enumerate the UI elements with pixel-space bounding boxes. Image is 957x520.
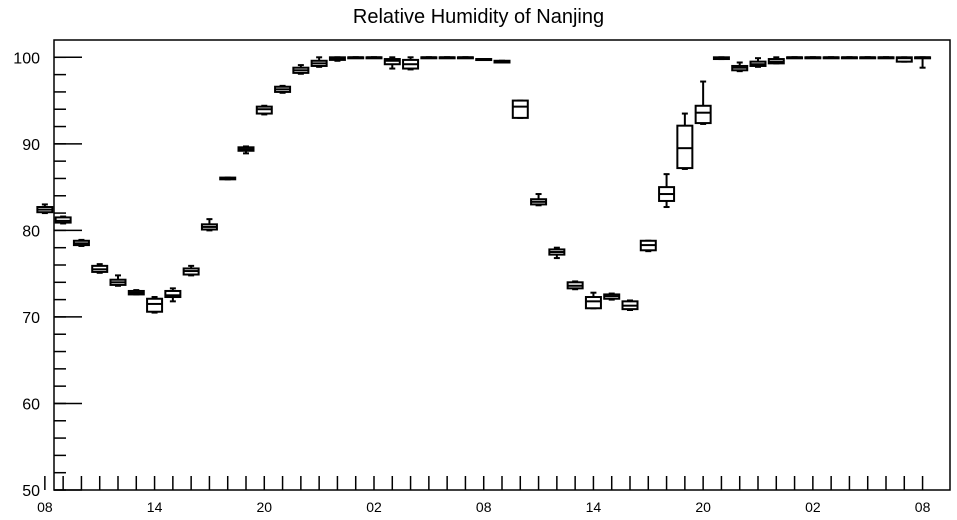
y-tick-label: 90	[22, 137, 40, 154]
box-item	[822, 56, 840, 60]
box-item	[804, 56, 822, 60]
chart-title: Relative Humidity of Nanjing	[352, 6, 605, 28]
x-tick-label: 14	[586, 499, 602, 515]
box-item	[292, 64, 310, 75]
box-item	[676, 112, 694, 170]
x-tick-label: 20	[695, 499, 711, 515]
box-item	[109, 274, 127, 287]
box-body	[694, 104, 712, 125]
box-series	[36, 56, 932, 314]
y-tick-label: 60	[22, 396, 40, 413]
box-body	[164, 289, 182, 299]
box-item	[91, 263, 109, 274]
box-item	[383, 56, 401, 70]
y-tick-label: 70	[22, 310, 40, 327]
box-item	[438, 56, 456, 60]
box-body	[584, 296, 602, 310]
box-item	[54, 215, 72, 225]
box-item	[310, 56, 328, 68]
box-item	[639, 239, 657, 253]
box-item	[475, 58, 493, 62]
box-item	[511, 99, 529, 119]
box-item	[530, 193, 548, 207]
x-tick-label: 02	[805, 499, 821, 515]
box-item	[914, 56, 932, 69]
y-tick-label: 80	[22, 223, 40, 240]
box-item	[731, 61, 749, 73]
x-tick-label: 08	[915, 499, 931, 515]
box-item	[36, 203, 54, 215]
box-item	[767, 56, 785, 65]
box-item	[72, 238, 90, 247]
box-item	[877, 56, 895, 60]
box-item	[274, 84, 292, 94]
box-item	[749, 57, 767, 68]
box-body	[676, 124, 694, 170]
x-tick-label: 20	[256, 499, 272, 515]
y-tick-label: 50	[22, 483, 40, 500]
box-item	[566, 280, 584, 291]
box-item	[255, 104, 273, 116]
box-item	[420, 56, 438, 60]
box-item	[237, 145, 255, 155]
box-item	[493, 59, 511, 64]
x-tick-label: 08	[37, 499, 53, 515]
box-item	[146, 296, 164, 314]
box-item	[127, 289, 145, 296]
box-item	[200, 218, 218, 232]
box-item	[694, 80, 712, 125]
box-body	[511, 99, 529, 119]
box-item	[621, 299, 639, 311]
box-item	[658, 173, 676, 209]
box-item	[859, 56, 877, 60]
x-tick-label: 08	[476, 499, 492, 515]
x-tick-label: 14	[147, 499, 163, 515]
box-item	[584, 291, 602, 310]
box-item	[219, 176, 237, 181]
box-item	[548, 246, 566, 260]
box-item	[603, 292, 621, 301]
box-item	[456, 56, 474, 60]
box-body	[146, 297, 164, 313]
box-item	[895, 56, 913, 63]
x-tick-label: 02	[366, 499, 382, 515]
box-item	[347, 56, 365, 60]
box-item	[164, 287, 182, 303]
axis-ticks: 50 60 70 80 90 100 08 14 20 02 08 14 20 02 08	[13, 50, 930, 515]
box-item	[328, 56, 346, 62]
box-item	[712, 56, 730, 61]
box-item	[365, 56, 383, 60]
box-item	[182, 264, 200, 277]
box-item	[786, 56, 804, 60]
y-tick-label: 100	[13, 50, 40, 67]
box-item	[402, 56, 420, 71]
box-item	[840, 56, 858, 60]
